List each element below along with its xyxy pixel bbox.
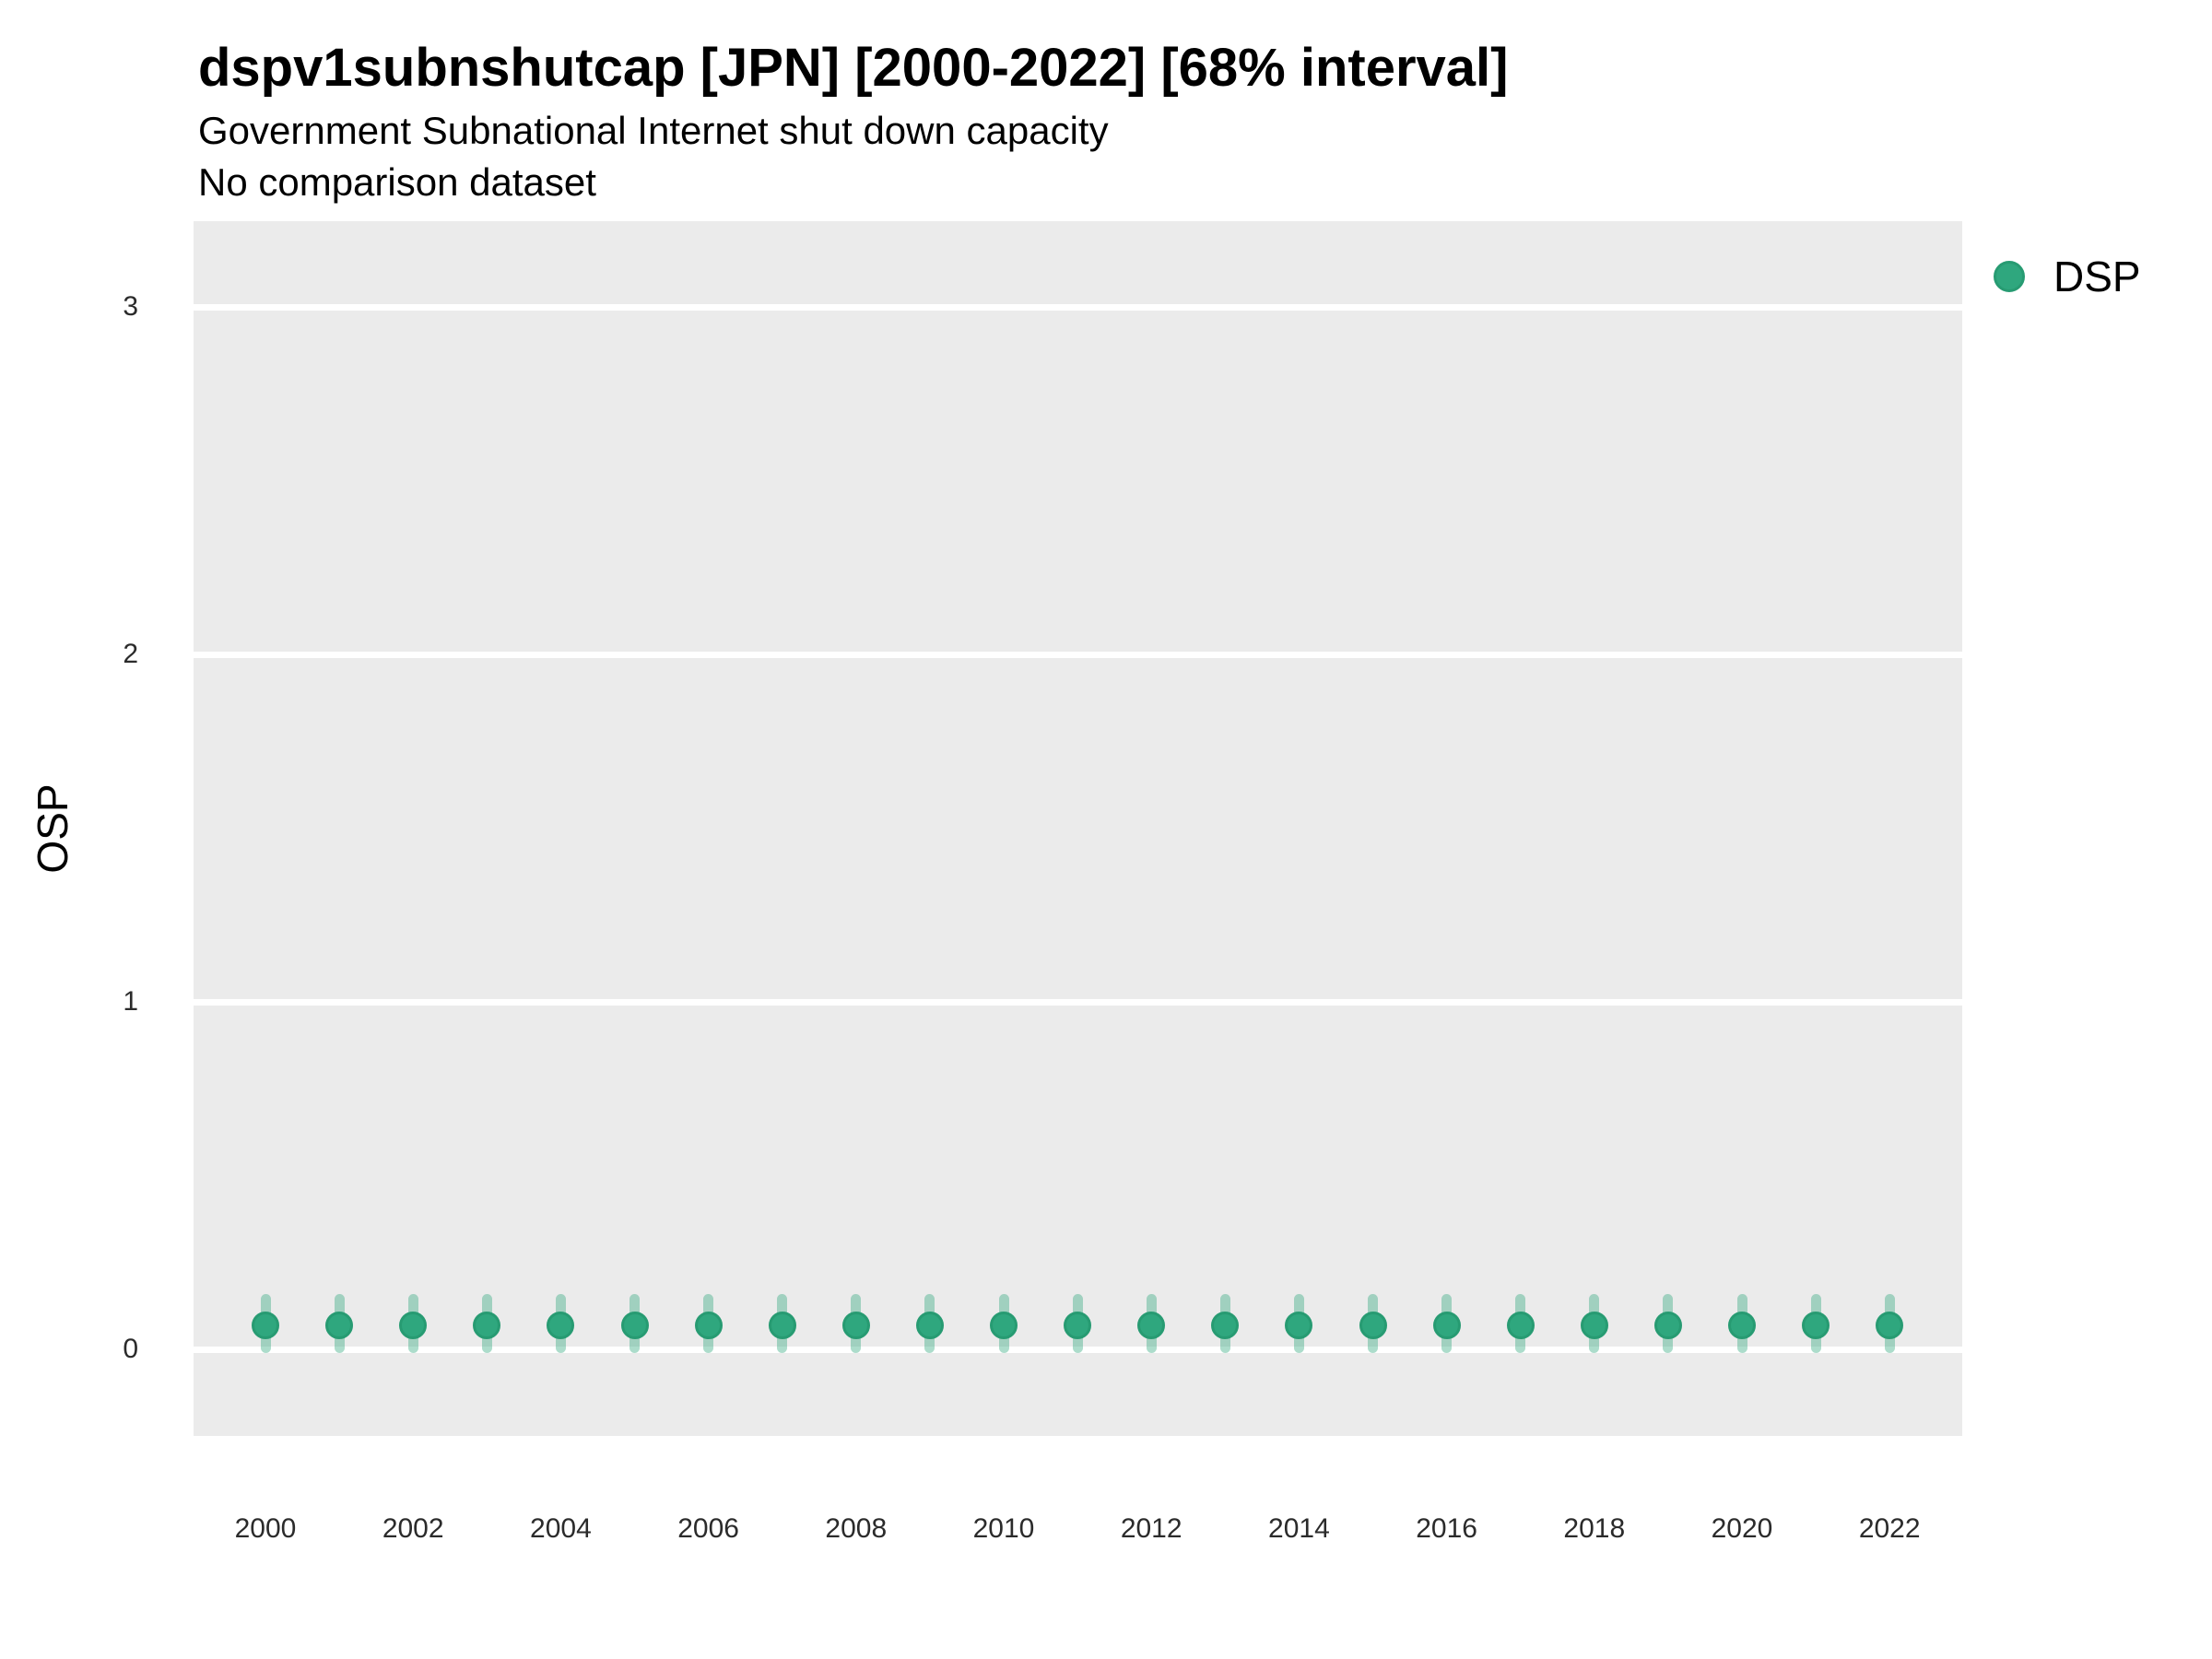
data-point [915,1311,944,1339]
data-point [1211,1311,1240,1339]
gridline [194,998,1962,1006]
data-point [694,1311,723,1339]
plot-panel [194,221,1962,1436]
chart-title: dspv1subnshutcap [JPN] [2000-2022] [68% … [198,38,1509,98]
gridline [194,651,1962,658]
data-point [1506,1311,1535,1339]
gridline [194,303,1962,311]
x-tick-label: 2010 [972,1513,1035,1544]
data-point [1285,1311,1313,1339]
data-point [768,1311,796,1339]
legend-point-icon [1994,261,2025,292]
data-point [399,1311,428,1339]
y-tick-label: 0 [123,1334,138,1364]
data-point [1728,1311,1756,1339]
data-point [1653,1311,1682,1339]
data-point [1802,1311,1830,1339]
data-point [1432,1311,1461,1339]
data-point [473,1311,501,1339]
data-point [252,1311,279,1339]
y-tick-label: 2 [123,639,138,669]
data-point [1876,1311,1904,1339]
y-axis-title-text: OSP [29,783,76,874]
x-tick-label: 2016 [1416,1513,1477,1544]
y-tick-label: 3 [123,291,138,322]
data-point [1580,1311,1608,1339]
data-point [841,1311,870,1339]
x-tick-label: 2004 [530,1513,592,1544]
x-tick-label: 2002 [382,1513,444,1544]
chart-subtitle: Government Subnational Internet shut dow… [198,109,1109,152]
data-point [547,1311,575,1339]
x-tick-label: 2000 [234,1513,297,1544]
x-tick-label: 2018 [1563,1513,1626,1544]
x-tick-label: 2014 [1268,1513,1330,1544]
gridline [194,1346,1962,1353]
data-point [1064,1311,1092,1339]
x-tick-label: 2022 [1858,1513,1921,1544]
data-point [1359,1311,1387,1339]
data-point [1137,1311,1166,1339]
chart-note: No comparison dataset [198,160,596,204]
x-tick-label: 2008 [825,1513,888,1544]
legend-label: DSP [2053,253,2141,300]
data-point [620,1311,649,1339]
data-point [325,1311,354,1339]
x-tick-label: 2006 [677,1513,739,1544]
y-tick-label: 1 [123,986,138,1017]
x-tick-label: 2020 [1711,1513,1773,1544]
x-tick-label: 2012 [1120,1513,1182,1544]
data-point [990,1311,1018,1339]
